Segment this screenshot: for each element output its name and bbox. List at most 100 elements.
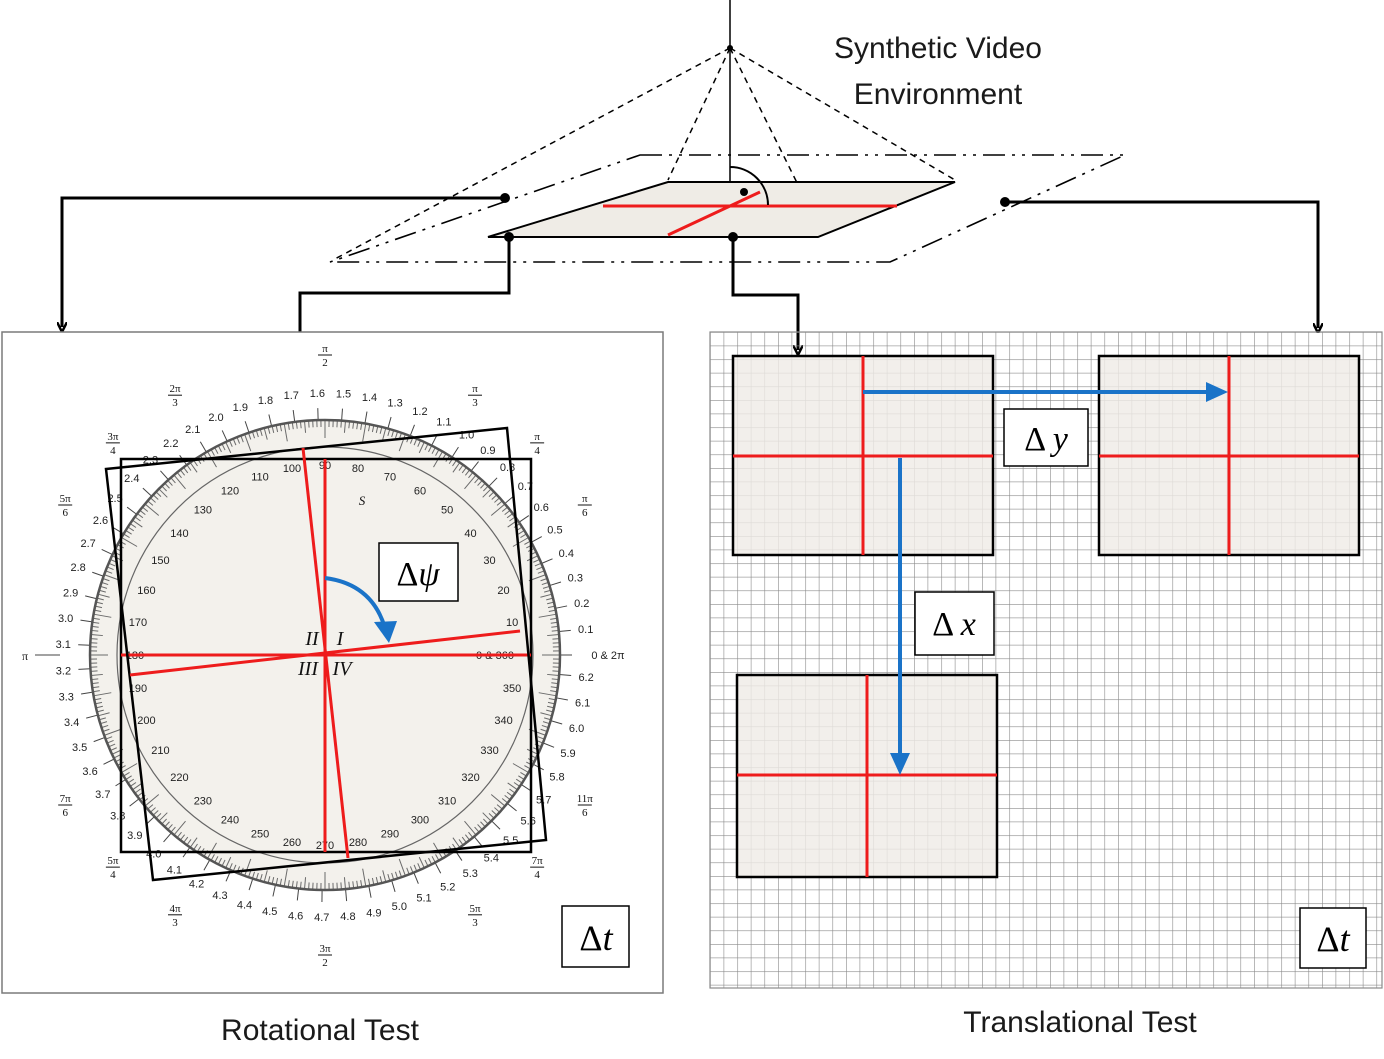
degree-label: 310 (438, 796, 456, 808)
radian-tick (81, 691, 94, 695)
pi-fraction: 4π3 (168, 903, 182, 929)
radian-label: 5.1 (416, 893, 431, 905)
degree-tick (507, 782, 518, 791)
degree-tick (490, 794, 506, 807)
pi-fraction-denominator: 4 (534, 445, 540, 457)
radian-label: 4.4 (237, 899, 252, 911)
radian-label: 0.7 (518, 481, 533, 493)
radian-label: 1.9 (233, 402, 248, 414)
pi-fraction-denominator: 3 (472, 917, 478, 929)
degree-label: 20 (497, 585, 509, 597)
pi-fraction-numerator: 2π (169, 383, 181, 395)
radian-label: 4.7 (314, 912, 329, 924)
arrow-to-rotational-frame (62, 196, 505, 327)
radian-tick (520, 783, 532, 792)
radian-tick (86, 714, 98, 719)
radian-label: 3.2 (56, 665, 71, 677)
radian-tick (78, 668, 91, 670)
degree-tick (189, 837, 198, 848)
degree-tick (547, 634, 560, 637)
radian-tick (413, 872, 419, 884)
delta-t-label-rotational: Δt (579, 918, 613, 958)
radian-tick (434, 862, 442, 874)
degree-label: 40 (464, 528, 476, 540)
camera-apex (727, 45, 733, 51)
radian-label: 3.7 (95, 789, 110, 801)
pi-fraction-numerator: π (472, 383, 478, 395)
environment-title-line1: Synthetic Video (834, 32, 1042, 65)
radian-label: 1.3 (387, 398, 402, 410)
pi-fraction: π3 (468, 383, 482, 409)
degree-tick (173, 820, 186, 836)
radian-tick (203, 859, 211, 871)
radian-label: 4.6 (288, 910, 303, 922)
radian-tick (387, 416, 392, 429)
degree-label: 290 (381, 829, 399, 841)
pi-label-left: π (22, 649, 28, 663)
delta-x-label: Δ x (932, 606, 976, 643)
degree-label: 280 (349, 837, 367, 849)
degree-tick (144, 503, 160, 516)
rotation-arrow-head (374, 621, 397, 643)
pi-fraction-numerator: π (582, 493, 588, 505)
degree-labels: 1020304050607080901001101201301401501601… (126, 460, 521, 852)
radian-label: 0.4 (559, 548, 574, 560)
s-mark: S (359, 493, 366, 508)
radian-label: 2.4 (124, 473, 139, 485)
radian-tick (163, 832, 172, 843)
degree-label: 160 (137, 585, 155, 597)
radian-label: 6.2 (578, 672, 593, 684)
degree-label: 330 (480, 745, 498, 757)
radian-tick (272, 884, 276, 897)
radian-label: 1.1 (436, 417, 451, 429)
pi-fraction: 2π3 (168, 383, 182, 409)
delta-t-box-rotational (561, 905, 630, 968)
degree-label: 150 (151, 555, 169, 567)
radian-label: 3.4 (64, 717, 79, 729)
degree-tick (304, 877, 307, 890)
degree-tick (263, 870, 268, 883)
rotated-square (104, 426, 548, 882)
degree-tick (90, 634, 103, 637)
pi-fraction-denominator: 3 (172, 397, 178, 409)
radian-tick (103, 758, 115, 765)
degree-label: 10 (506, 617, 518, 629)
arrow-to-translational-start (731, 237, 798, 350)
delta-y-box (1003, 408, 1089, 467)
degree-tick (244, 858, 252, 876)
degree-tick (104, 728, 122, 736)
degree-tick (398, 858, 406, 876)
pi-fraction-numerator: 3π (319, 943, 331, 955)
degree-tick (482, 488, 492, 498)
degree-tick (158, 488, 168, 498)
radian-tick (555, 605, 568, 609)
radian-label: 1.8 (258, 395, 273, 407)
degree-tick (418, 856, 425, 869)
degree-label: 120 (221, 485, 239, 497)
pi-fraction-denominator: 3 (172, 917, 178, 929)
degree-tick (343, 877, 346, 890)
degree-tick (526, 748, 539, 755)
radian-label: 0.3 (568, 573, 583, 585)
pi-fraction-numerator: 5π (107, 855, 119, 867)
radian-tick (555, 697, 568, 701)
degree-label: 230 (194, 796, 212, 808)
radian-label: 1.4 (362, 392, 377, 404)
degree-label: 250 (251, 829, 269, 841)
degree-label: 260 (283, 837, 301, 849)
quadrant-label-4: IV (332, 658, 355, 680)
radian-tick (488, 477, 498, 487)
radian-tick (199, 441, 207, 453)
radian-label: 2.7 (80, 538, 95, 550)
ground-plane (329, 154, 1126, 263)
radian-tick (409, 424, 415, 437)
radian-tick (341, 408, 343, 421)
degree-tick (121, 537, 138, 547)
image-plane-red-axis-rotated (667, 190, 761, 237)
degree-tick (482, 812, 492, 822)
radian-tick (364, 411, 368, 424)
pi-fraction-denominator: 4 (534, 869, 540, 881)
radian-tick (160, 470, 169, 481)
